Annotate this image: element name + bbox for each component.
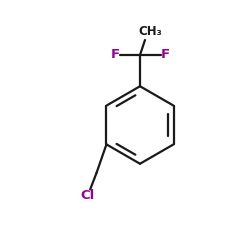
Text: F: F xyxy=(110,48,120,62)
Text: Cl: Cl xyxy=(80,189,95,202)
Text: F: F xyxy=(160,48,170,62)
Text: CH₃: CH₃ xyxy=(139,25,162,38)
